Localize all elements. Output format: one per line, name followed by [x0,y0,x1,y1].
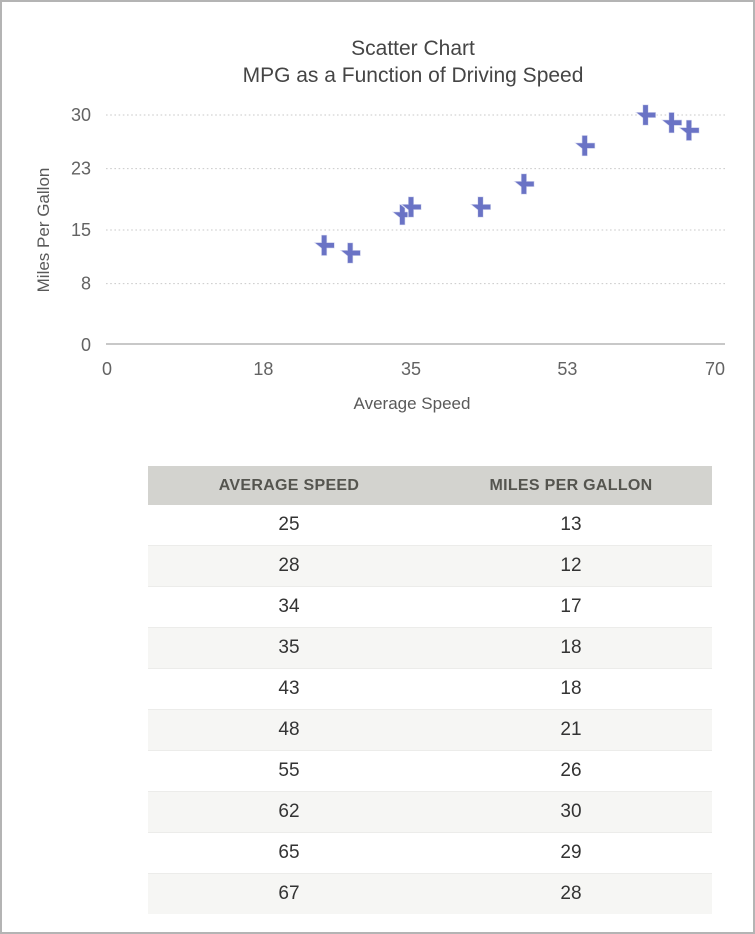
scatter-point [337,241,362,265]
table-cell: 28 [430,873,712,914]
scatter-chart: Scatter Chart MPG as a Function of Drivi… [34,37,725,413]
table-cell: 30 [430,791,712,833]
chart-subtitle: MPG as a Function of Driving Speed [243,64,584,87]
y-axis-title: Miles Per Gallon [34,168,53,293]
table-cell: 25 [278,514,300,535]
scatter-point [659,111,683,134]
table-cell: 65 [148,832,430,874]
x-tick-label: 18 [253,359,273,379]
table-cell: 29 [430,832,712,874]
table-row: 34 17 [148,586,712,628]
table-cell: 62 [148,791,430,833]
scatter-point [468,195,492,219]
table-row: 65 29 [148,832,712,874]
table-cell: 13 [560,514,582,535]
column-header-miles-per-gallon: MILES PER GALLON [430,466,712,505]
table-cell: 67 [148,873,430,914]
table-body: 25 13 28 12 34 17 35 18 43 18 48 21 55 26 62 30 65 29 67 28 [148,505,712,914]
chart-title: Scatter Chart [351,37,475,60]
table-cell: 55 [148,750,430,792]
data-table: AVERAGE SPEED MILES PER GALLON 25 13 28 12 3… [148,466,712,914]
table-row: 55 26 [148,750,712,792]
table-cell: 26 [430,750,712,792]
table-header-row: AVERAGE SPEED MILES PER GALLON [148,466,712,505]
table-row: 28 12 [148,545,712,587]
table-cell: 28 [148,545,430,587]
data-table-area: AVERAGE SPEED MILES PER GALLON 25 13 28 12 3… [148,466,712,914]
table-header: AVERAGE SPEED MILES PER GALLON [148,466,712,505]
table-cell: 43 [148,668,430,710]
table-cell: 17 [430,586,712,628]
y-tick-label: 8 [81,274,91,294]
scatter-point [572,134,596,157]
table-row: 62 30 [148,791,712,833]
x-tick-label: 0 [102,359,112,379]
x-axis-title: Average Speed [354,394,471,413]
y-tick-label: 30 [71,105,91,125]
table-cell: 18 [430,668,712,710]
table-row: 67 28 [148,873,712,914]
x-tick-label: 35 [401,359,421,379]
y-tick-label: 0 [81,335,91,355]
column-header-average-speed: AVERAGE SPEED [148,466,430,505]
scatter-point [676,119,701,142]
table-cell: 35 [148,627,430,669]
scatter-point [311,234,336,257]
x-tick-label: 70 [705,359,725,379]
y-tick-label: 15 [71,220,91,240]
table-cell: 21 [430,709,712,751]
table-cell: 34 [148,586,430,628]
chart-plot-area: 0 8 15 23 30 0 18 35 53 70 [71,103,725,379]
x-tick-label: 53 [557,359,577,379]
table-row: 35 18 [148,627,712,669]
scatter-point [398,195,423,219]
scatter-point [511,172,536,196]
table-row: 48 21 [148,709,712,751]
table-cell: 18 [430,627,712,669]
table-row: 25 13 [148,505,712,546]
table-cell: 12 [430,545,712,587]
table-row: 43 18 [148,668,712,710]
scatter-point [633,103,657,127]
y-tick-label: 23 [71,159,91,179]
table-cell: 48 [148,709,430,751]
